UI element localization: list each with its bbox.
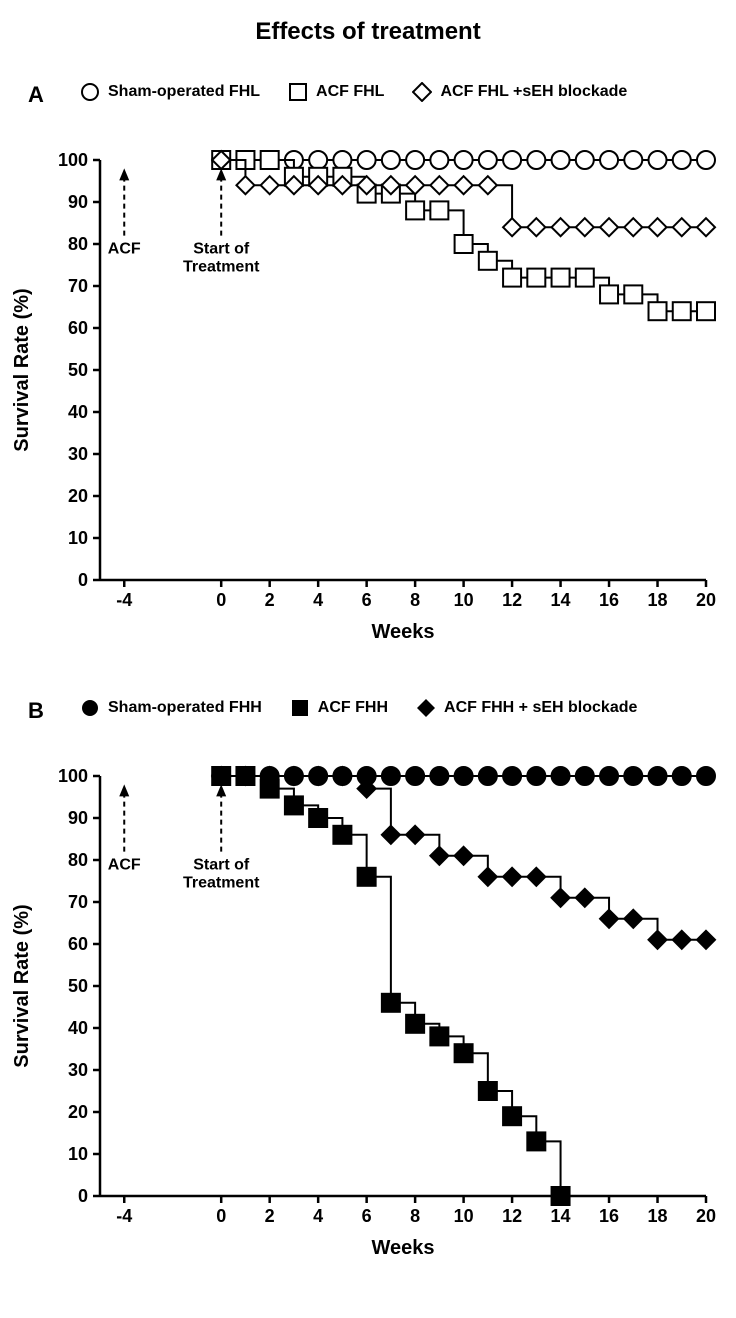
svg-text:2: 2: [265, 590, 275, 610]
svg-text:Survival Rate (%): Survival Rate (%): [11, 288, 33, 451]
panel-a-label: A: [28, 82, 44, 108]
svg-text:50: 50: [68, 360, 88, 380]
svg-text:10: 10: [454, 1206, 474, 1226]
panel-b-chart: 0 10 20 30 40 50 60 70 80 90 100 -4 0 2 4 6 8 10 12 14 16 18 2…: [0, 746, 736, 1266]
svg-text:90: 90: [68, 192, 88, 212]
legend-item: Sham-operated FHH: [80, 698, 262, 718]
svg-text:Survival Rate (%): Survival Rate (%): [11, 904, 33, 1067]
svg-text:Treatment: Treatment: [183, 259, 260, 276]
svg-text:30: 30: [68, 1060, 88, 1080]
svg-text:-4: -4: [116, 1206, 132, 1226]
svg-text:4: 4: [313, 590, 323, 610]
svg-text:100: 100: [58, 766, 88, 786]
svg-text:6: 6: [362, 590, 372, 610]
figure: Effects of treatment A Sham-operated FHL…: [0, 0, 736, 1318]
legend-text: ACF FHL +sEH blockade: [440, 83, 627, 101]
svg-text:20: 20: [696, 590, 716, 610]
svg-text:80: 80: [68, 850, 88, 870]
panel-b-legend: Sham-operated FHH ACF FHH ACF FHH + sEH …: [80, 698, 637, 718]
legend-item: ACF FHH: [290, 698, 388, 718]
svg-text:14: 14: [551, 1206, 571, 1226]
svg-text:ACF: ACF: [108, 857, 141, 874]
panel-b-label: B: [28, 698, 44, 724]
square-filled-icon: [290, 698, 310, 718]
legend-item: ACF FHL: [288, 82, 384, 102]
svg-text:0: 0: [216, 1206, 226, 1226]
svg-text:20: 20: [68, 1102, 88, 1122]
svg-text:60: 60: [68, 318, 88, 338]
legend-text: Sham-operated FHH: [108, 699, 262, 717]
svg-text:Start of: Start of: [193, 241, 250, 258]
svg-text:20: 20: [68, 486, 88, 506]
svg-text:70: 70: [68, 276, 88, 296]
svg-text:18: 18: [648, 590, 668, 610]
svg-text:40: 40: [68, 402, 88, 422]
svg-text:4: 4: [313, 1206, 323, 1226]
legend-item: ACF FHL +sEH blockade: [412, 82, 627, 102]
svg-text:10: 10: [68, 1144, 88, 1164]
svg-text:Treatment: Treatment: [183, 875, 260, 892]
svg-text:0: 0: [78, 1186, 88, 1206]
svg-text:Start of: Start of: [193, 857, 250, 874]
svg-text:12: 12: [502, 590, 522, 610]
svg-text:18: 18: [648, 1206, 668, 1226]
svg-text:60: 60: [68, 934, 88, 954]
diamond-open-icon: [412, 82, 432, 102]
svg-text:Weeks: Weeks: [371, 621, 434, 643]
svg-text:-4: -4: [116, 590, 132, 610]
legend-item: Sham-operated FHL: [80, 82, 260, 102]
svg-text:10: 10: [68, 528, 88, 548]
circle-open-icon: [80, 82, 100, 102]
legend-text: ACF FHH: [318, 699, 388, 717]
circle-filled-icon: [80, 698, 100, 718]
svg-text:16: 16: [599, 1206, 619, 1226]
svg-text:0: 0: [216, 590, 226, 610]
svg-text:30: 30: [68, 444, 88, 464]
legend-text: ACF FHH + sEH blockade: [444, 699, 637, 717]
svg-text:40: 40: [68, 1018, 88, 1038]
svg-text:8: 8: [410, 1206, 420, 1226]
svg-text:16: 16: [599, 590, 619, 610]
panel-a-legend: Sham-operated FHL ACF FHL ACF FHL +sEH b…: [80, 82, 627, 102]
square-open-icon: [288, 82, 308, 102]
svg-text:100: 100: [58, 150, 88, 170]
legend-text: Sham-operated FHL: [108, 83, 260, 101]
svg-text:70: 70: [68, 892, 88, 912]
panel-a-chart: 0 10 20 30 40 50 60 70 80 90 100 -4 0 2 4 6 8 10 12 14 16 18 2…: [0, 130, 736, 650]
svg-text:8: 8: [410, 590, 420, 610]
svg-text:Weeks: Weeks: [371, 1237, 434, 1259]
figure-title: Effects of treatment: [0, 18, 736, 46]
svg-text:80: 80: [68, 234, 88, 254]
svg-text:ACF: ACF: [108, 241, 141, 258]
svg-text:2: 2: [265, 1206, 275, 1226]
svg-text:12: 12: [502, 1206, 522, 1226]
legend-item: ACF FHH + sEH blockade: [416, 698, 637, 718]
svg-text:14: 14: [551, 590, 571, 610]
svg-text:0: 0: [78, 570, 88, 590]
svg-text:6: 6: [362, 1206, 372, 1226]
diamond-filled-icon: [416, 698, 436, 718]
svg-text:90: 90: [68, 808, 88, 828]
svg-text:20: 20: [696, 1206, 716, 1226]
svg-text:50: 50: [68, 976, 88, 996]
legend-text: ACF FHL: [316, 83, 384, 101]
svg-text:10: 10: [454, 590, 474, 610]
